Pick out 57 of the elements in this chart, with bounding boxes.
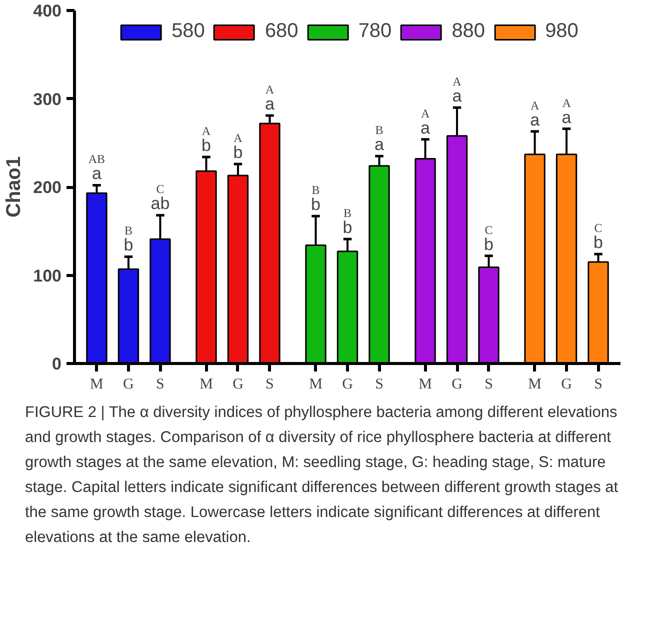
annotation: C bbox=[156, 182, 164, 196]
annotation: b bbox=[311, 195, 320, 214]
annotation: A bbox=[202, 124, 211, 138]
x-tick-label: G bbox=[342, 376, 354, 392]
x-tick-label: S bbox=[375, 376, 384, 392]
legend-label: 680 bbox=[264, 20, 298, 43]
annotation: b bbox=[484, 234, 494, 254]
x-tick-label: M bbox=[90, 376, 104, 392]
y-tick-label: 200 bbox=[33, 178, 62, 197]
y-tick-label: 100 bbox=[33, 266, 62, 286]
annotation: b bbox=[124, 236, 134, 255]
annotation: a bbox=[452, 86, 462, 106]
annotation: b bbox=[202, 136, 211, 155]
legend-label: 580 bbox=[172, 20, 205, 43]
x-tick-label: M bbox=[200, 376, 213, 392]
x-tick-label: S bbox=[266, 376, 274, 392]
legend-label: 980 bbox=[545, 20, 578, 43]
caption: FIGURE 2 | The α diversity indices of phyllosphere bacteria among different elevations and growth stages. Comparison of α diversity of rice phyllosphere bacteria at different growth stages at the same elevation, M: seedling stage, G: heading stage, S: mature stage. Capital letters indicate significant differences between different growth stages at the same growth stage. Lowercase letters indicate significant differences at different elevations at the same elevation. bbox=[25, 403, 620, 548]
x-tick-label: G bbox=[232, 376, 244, 392]
annotation: b bbox=[594, 233, 604, 252]
annotation: a bbox=[92, 164, 102, 184]
annotation: a bbox=[420, 118, 431, 138]
annotation: a bbox=[374, 135, 385, 154]
annotation: B bbox=[124, 224, 132, 238]
annotation: C bbox=[484, 222, 493, 237]
x-tick-label: S bbox=[594, 376, 602, 392]
annotation: A bbox=[234, 131, 243, 146]
annotation: b bbox=[233, 143, 243, 162]
annotation: A bbox=[265, 82, 274, 97]
annotation: A bbox=[452, 74, 462, 89]
annotation: B bbox=[344, 206, 352, 220]
legend-label: 880 bbox=[452, 20, 486, 43]
x-tick-label: G bbox=[561, 376, 572, 392]
x-tick-label: G bbox=[452, 376, 463, 392]
x-tick-label: M bbox=[309, 376, 322, 392]
annotation: A bbox=[530, 98, 540, 112]
annotation: A bbox=[420, 106, 430, 120]
annotation: C bbox=[594, 221, 602, 236]
annotation: b bbox=[342, 218, 352, 238]
annotation: a bbox=[530, 110, 540, 130]
annotation: a bbox=[562, 108, 572, 127]
annotation: a bbox=[265, 94, 275, 114]
y-tick-label: 300 bbox=[33, 90, 62, 109]
x-tick-label: M bbox=[528, 376, 542, 392]
annotation: B bbox=[375, 123, 384, 138]
x-tick-label: G bbox=[123, 376, 134, 392]
x-tick-label: S bbox=[156, 376, 164, 392]
annotation: A bbox=[562, 96, 572, 110]
x-tick-label: M bbox=[418, 376, 432, 392]
y-tick-label: 400 bbox=[33, 2, 62, 20]
legend-label: 780 bbox=[358, 20, 392, 43]
y-tick-label: 0 bbox=[52, 354, 62, 374]
annotation: ab bbox=[150, 194, 170, 214]
y-axis-title: Chao1 bbox=[3, 156, 26, 218]
annotation: AB bbox=[88, 152, 106, 166]
x-tick-label: S bbox=[484, 376, 493, 392]
annotation: B bbox=[312, 183, 320, 198]
